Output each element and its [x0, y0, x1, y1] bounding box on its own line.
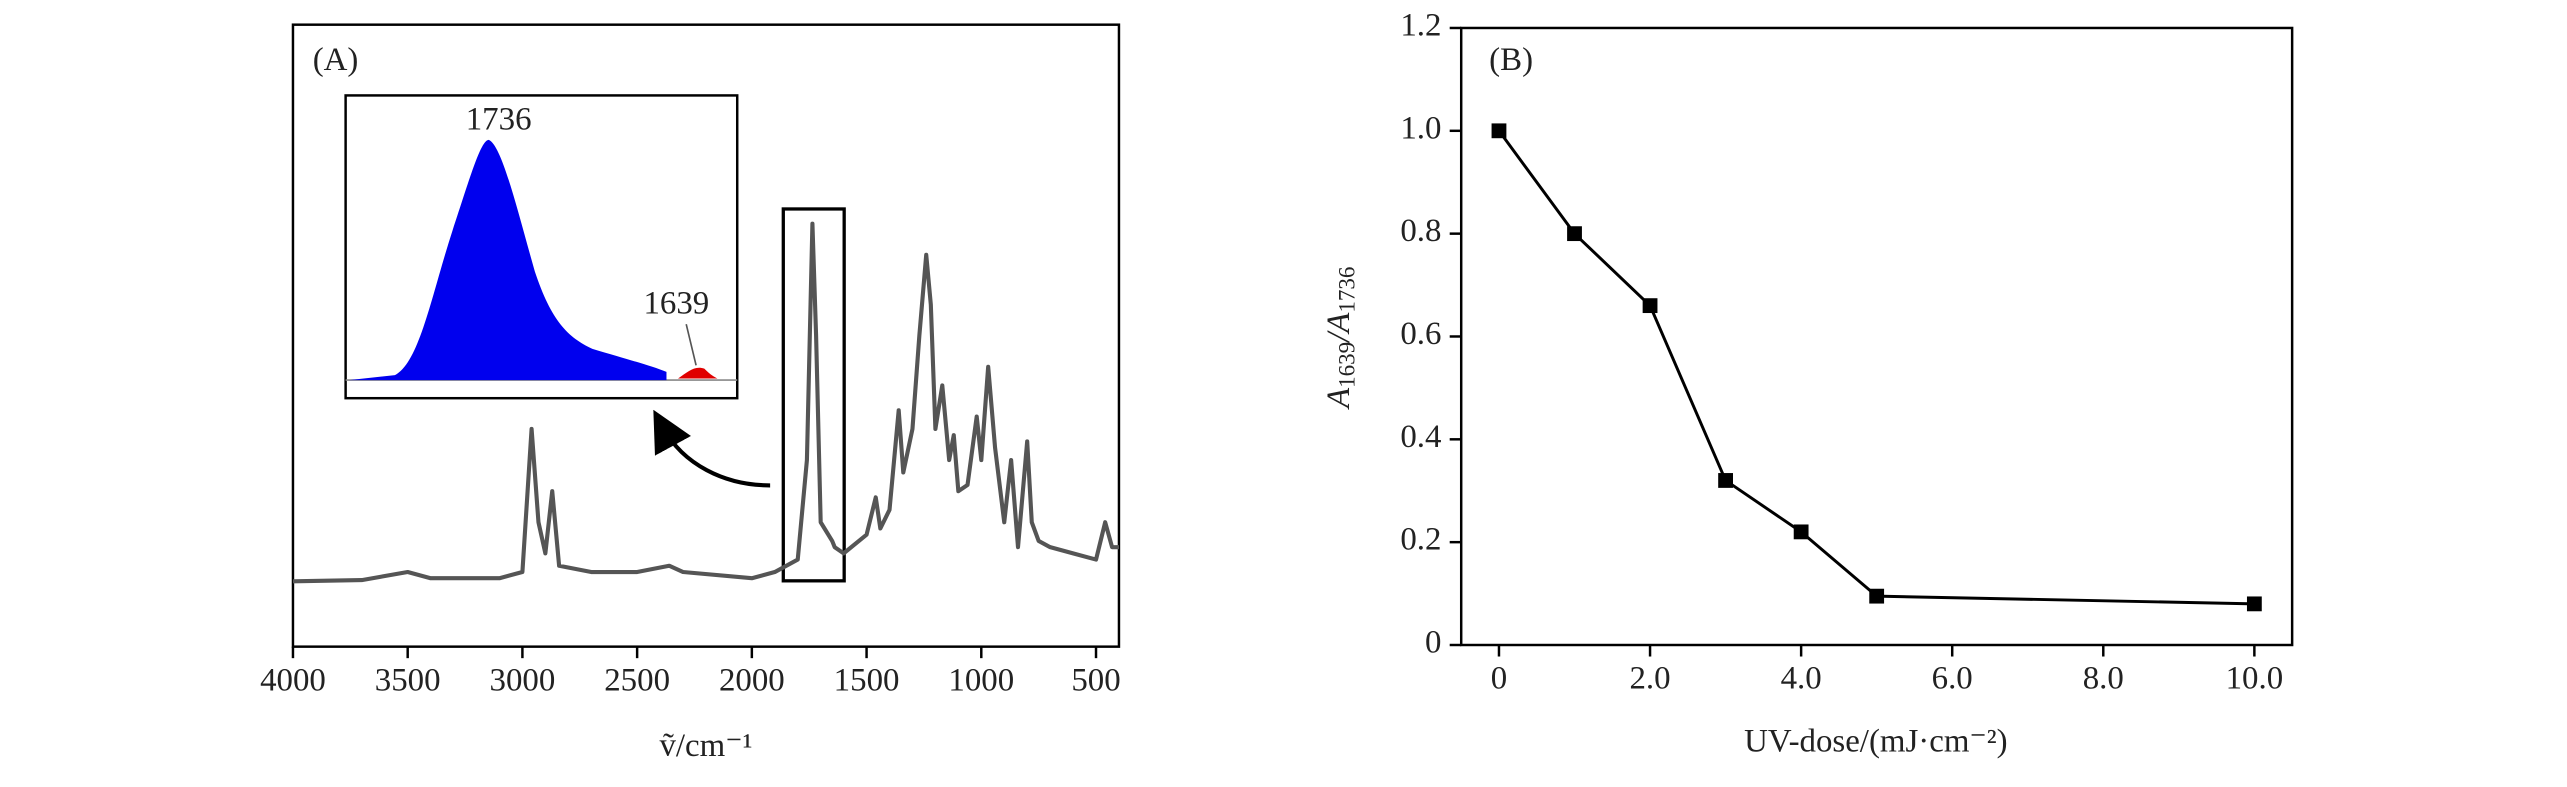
- x-tick-label: 10.0: [2226, 661, 2284, 697]
- y-tick-label: 1.0: [1400, 110, 1441, 146]
- zoom-arrow: [653, 409, 771, 488]
- x-tick-label: 2.0: [1629, 661, 1670, 697]
- x-tick-label: 0: [1491, 661, 1507, 697]
- y-label-symbol: A: [1321, 387, 1357, 410]
- plot-frame: [291, 23, 1121, 648]
- x-tick-label: 6.0: [1932, 661, 1973, 697]
- inset-peak-1736: [348, 139, 667, 381]
- marker: [1869, 588, 1885, 604]
- leader-line: [685, 323, 697, 366]
- marker: [1642, 298, 1658, 314]
- x-tick-label: 1000: [948, 662, 1014, 698]
- x-tick-label: 1500: [834, 662, 900, 698]
- annotation: 1736: [466, 101, 532, 137]
- x-tick-label: 500: [1071, 662, 1120, 698]
- y-tick-label: 0.2: [1400, 522, 1441, 558]
- marker: [1793, 524, 1809, 540]
- x-tick-label: 8.0: [2083, 661, 2124, 697]
- y-axis-label: A1639/A1736: [1321, 267, 1360, 410]
- x-axis-label: UV-dose/(mJ·cm⁻²): [1744, 723, 2008, 759]
- x-tick-label: 4000: [260, 662, 326, 698]
- x-tick-label: 2000: [719, 662, 785, 698]
- panel-label: (B): [1489, 42, 1533, 78]
- x-tick-label: 4.0: [1781, 661, 1822, 697]
- marker: [1718, 473, 1733, 488]
- y-label-symbol: /A: [1321, 312, 1357, 344]
- zoom-box: [781, 207, 846, 583]
- data-line: [1497, 129, 2255, 606]
- x-tick-label: 3000: [490, 662, 556, 698]
- y-tick-label: 0.6: [1400, 316, 1441, 352]
- y-label-subscript: 1639: [1334, 342, 1360, 388]
- x-tick-label: 2500: [604, 662, 670, 698]
- annotation: 1639: [643, 286, 709, 322]
- x-axis-label: ṽ/cm⁻¹: [659, 728, 752, 764]
- y-tick-label: 0: [1425, 625, 1441, 661]
- inset-peak-1639: [677, 367, 718, 379]
- y-tick-label: 0.4: [1400, 419, 1441, 455]
- marker: [1567, 226, 1582, 242]
- inset: 1736 1639: [344, 94, 739, 400]
- y-tick-label: 0.8: [1400, 213, 1441, 249]
- panel-label: (A): [313, 42, 359, 78]
- marker: [1491, 123, 1507, 139]
- x-tick-label: 3500: [375, 662, 441, 698]
- y-label-subscript: 1736: [1334, 267, 1360, 313]
- marker: [2246, 596, 2262, 612]
- plot-frame: [1459, 26, 2294, 647]
- data-line: [292, 221, 1119, 584]
- y-tick-label: 1.2: [1400, 8, 1441, 44]
